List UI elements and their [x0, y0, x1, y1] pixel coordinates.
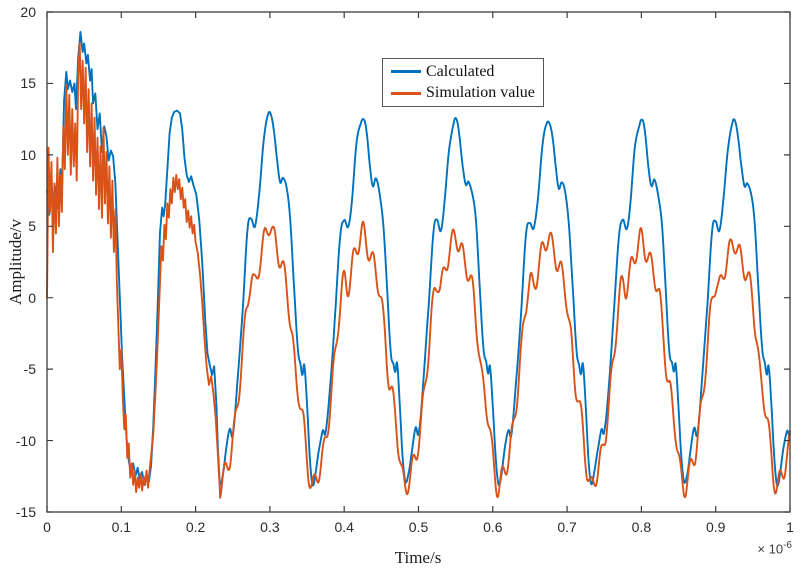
calculated-line-swatch	[391, 70, 421, 74]
y-tick-label: 0	[28, 289, 36, 306]
y-tick-label: -10	[15, 432, 36, 449]
y-tick-label: 10	[20, 146, 36, 163]
x-tick-label: 0.7	[557, 519, 577, 535]
x-axis-title: Time/s	[394, 548, 442, 567]
legend-item-calculated: Calculated	[387, 61, 539, 82]
legend-label-simulation-value: Simulation value	[426, 84, 535, 102]
y-tick-label: 15	[20, 75, 36, 92]
y-tick-label: 5	[28, 218, 36, 235]
x-tick-label: 0.6	[483, 519, 503, 535]
x-tick-label: 0.2	[185, 519, 206, 535]
x-tick-label: 0	[43, 519, 51, 535]
x-axis-exponent-label: × 10-6	[757, 540, 792, 556]
x-axis-exponent-prefix: × 10	[757, 541, 784, 557]
x-tick-label: 0.8	[631, 519, 652, 535]
x-tick-label: 1	[786, 519, 794, 535]
legend: Calculated Simulation value	[382, 58, 544, 107]
x-tick-label: 0.1	[111, 519, 132, 535]
x-tick-label: 0.5	[408, 519, 429, 535]
legend-label-calculated: Calculated	[426, 62, 495, 80]
axis-ticks	[46, 11, 791, 513]
legend-item-simulation-value: Simulation value	[387, 83, 539, 104]
x-tick-label: 0.4	[334, 519, 354, 535]
series-line-simulation-value	[46, 42, 791, 499]
x-tick-label: 0.3	[260, 519, 280, 535]
simulation-value-line-swatch	[391, 91, 421, 95]
x-tick-label: 0.9	[705, 519, 726, 535]
x-axis-exponent-value: -6	[783, 540, 792, 551]
y-tick-label: -15	[15, 504, 36, 520]
y-tick-label: 20	[20, 4, 36, 20]
y-tick-label: -5	[23, 361, 36, 378]
series-line-calculated	[46, 31, 791, 487]
